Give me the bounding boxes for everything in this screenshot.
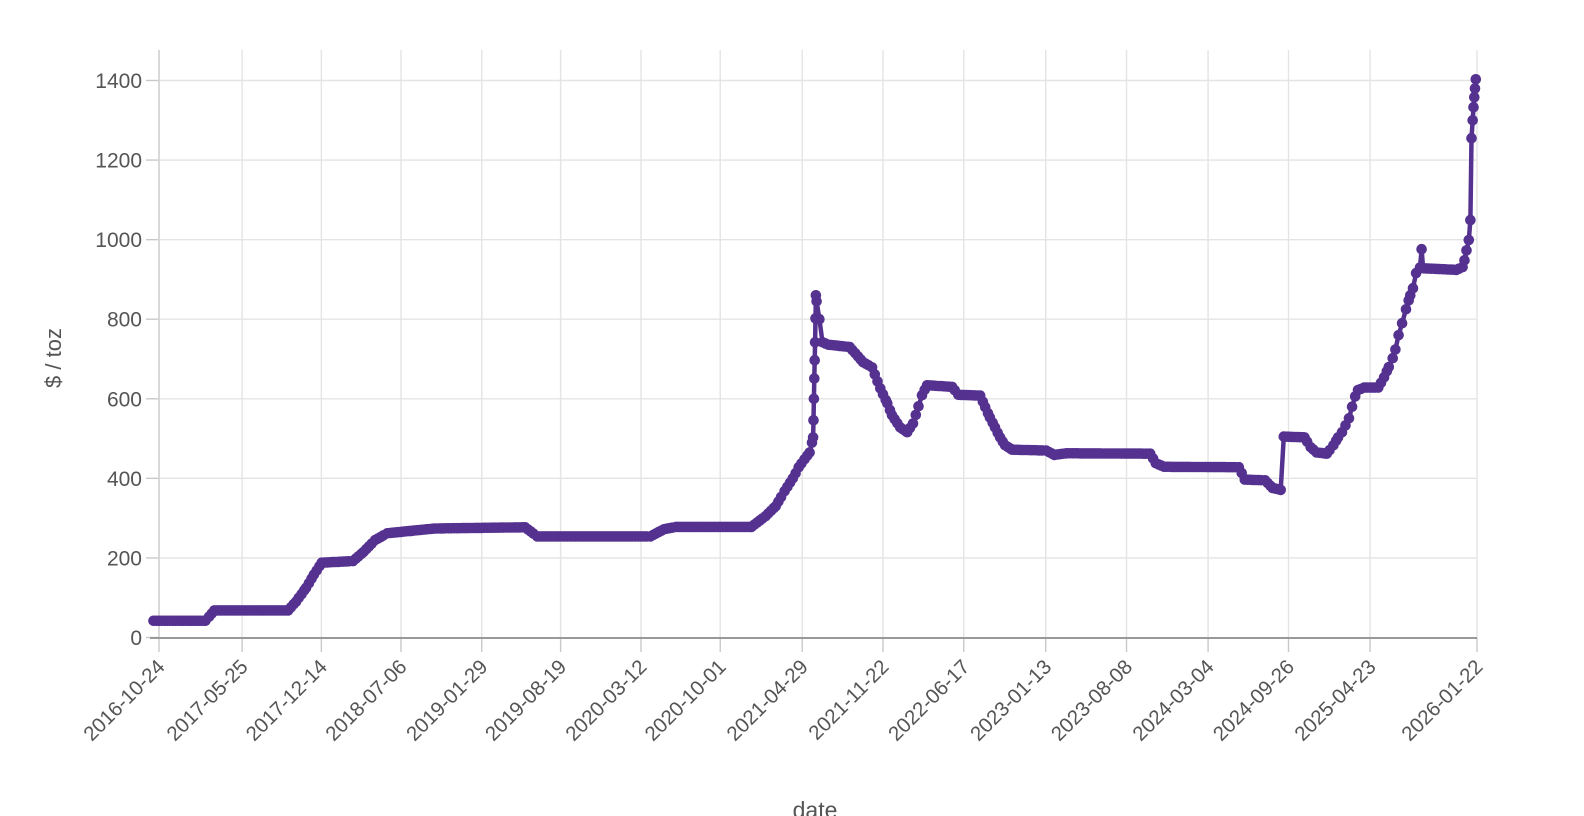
- data-point[interactable]: [1465, 214, 1476, 226]
- data-point[interactable]: [1390, 344, 1401, 355]
- y-tick-label: 400: [107, 468, 142, 491]
- data-point[interactable]: [1468, 101, 1479, 113]
- x-tick-label: 2025-04-23: [1290, 655, 1380, 745]
- data-point[interactable]: [1469, 83, 1481, 94]
- x-tick-label: 2021-04-29: [722, 655, 812, 745]
- data-point[interactable]: [808, 415, 819, 426]
- x-tick-label: 2021-11-22: [804, 655, 893, 744]
- y-tick-label: 200: [107, 547, 142, 570]
- y-tick-label: 1200: [95, 150, 142, 173]
- data-point[interactable]: [814, 313, 825, 325]
- y-tick-label: 600: [107, 388, 142, 411]
- data-point[interactable]: [913, 401, 924, 412]
- y-tick-label: 800: [107, 309, 142, 332]
- data-point[interactable]: [809, 373, 820, 384]
- y-axis-title: $ / toz: [41, 328, 66, 388]
- data-point[interactable]: [910, 409, 922, 421]
- data-point[interactable]: [1466, 132, 1477, 144]
- x-tick-label: 2023-01-13: [966, 655, 1056, 745]
- data-point[interactable]: [1275, 484, 1286, 496]
- data-point[interactable]: [1346, 401, 1358, 413]
- x-tick-label: 2020-03-12: [561, 655, 651, 745]
- data-point[interactable]: [1393, 329, 1404, 341]
- data-point[interactable]: [1470, 74, 1482, 85]
- x-tick-label: 2024-03-04: [1128, 655, 1218, 745]
- x-tick-label: 2019-01-29: [402, 655, 492, 745]
- data-point[interactable]: [1343, 413, 1355, 424]
- y-tick-label: 1400: [95, 70, 142, 93]
- x-tick-label: 2017-12-14: [241, 655, 331, 745]
- data-point[interactable]: [1387, 352, 1398, 364]
- data-point[interactable]: [811, 296, 822, 307]
- data-point[interactable]: [809, 337, 821, 348]
- data-point[interactable]: [1400, 304, 1412, 315]
- x-tick-label: 2019-08-19: [481, 655, 571, 745]
- x-axis-title: date: [792, 797, 838, 816]
- data-point[interactable]: [1396, 317, 1408, 329]
- data-point[interactable]: [1407, 282, 1419, 294]
- price-series[interactable]: [148, 74, 1482, 627]
- x-tick-label: 2017-05-25: [162, 655, 252, 745]
- data-point[interactable]: [804, 447, 815, 458]
- data-point[interactable]: [1383, 361, 1395, 373]
- tick-labels: 02004006008001000120014002016-10-242017-…: [79, 70, 1487, 746]
- data-point[interactable]: [809, 354, 820, 366]
- x-tick-label: 2020-10-01: [640, 655, 730, 745]
- data-point[interactable]: [907, 418, 919, 429]
- data-point[interactable]: [1467, 115, 1478, 126]
- x-tick-label: 2018-07-06: [321, 655, 411, 745]
- x-tick-label: 2026-01-22: [1397, 655, 1487, 745]
- x-tick-label: 2022-06-17: [884, 655, 974, 745]
- data-point[interactable]: [807, 432, 819, 443]
- x-tick-label: 2016-10-24: [79, 655, 169, 745]
- data-point[interactable]: [808, 393, 820, 405]
- y-tick-label: 0: [130, 627, 142, 650]
- x-tick-label: 2023-08-08: [1047, 655, 1137, 745]
- x-tick-label: 2024-09-26: [1209, 655, 1299, 745]
- y-tick-label: 1000: [95, 229, 142, 252]
- data-point[interactable]: [1463, 234, 1475, 246]
- data-point[interactable]: [1416, 243, 1427, 255]
- data-point[interactable]: [1461, 245, 1472, 256]
- data-point[interactable]: [1459, 254, 1470, 266]
- data-point[interactable]: [1469, 91, 1480, 103]
